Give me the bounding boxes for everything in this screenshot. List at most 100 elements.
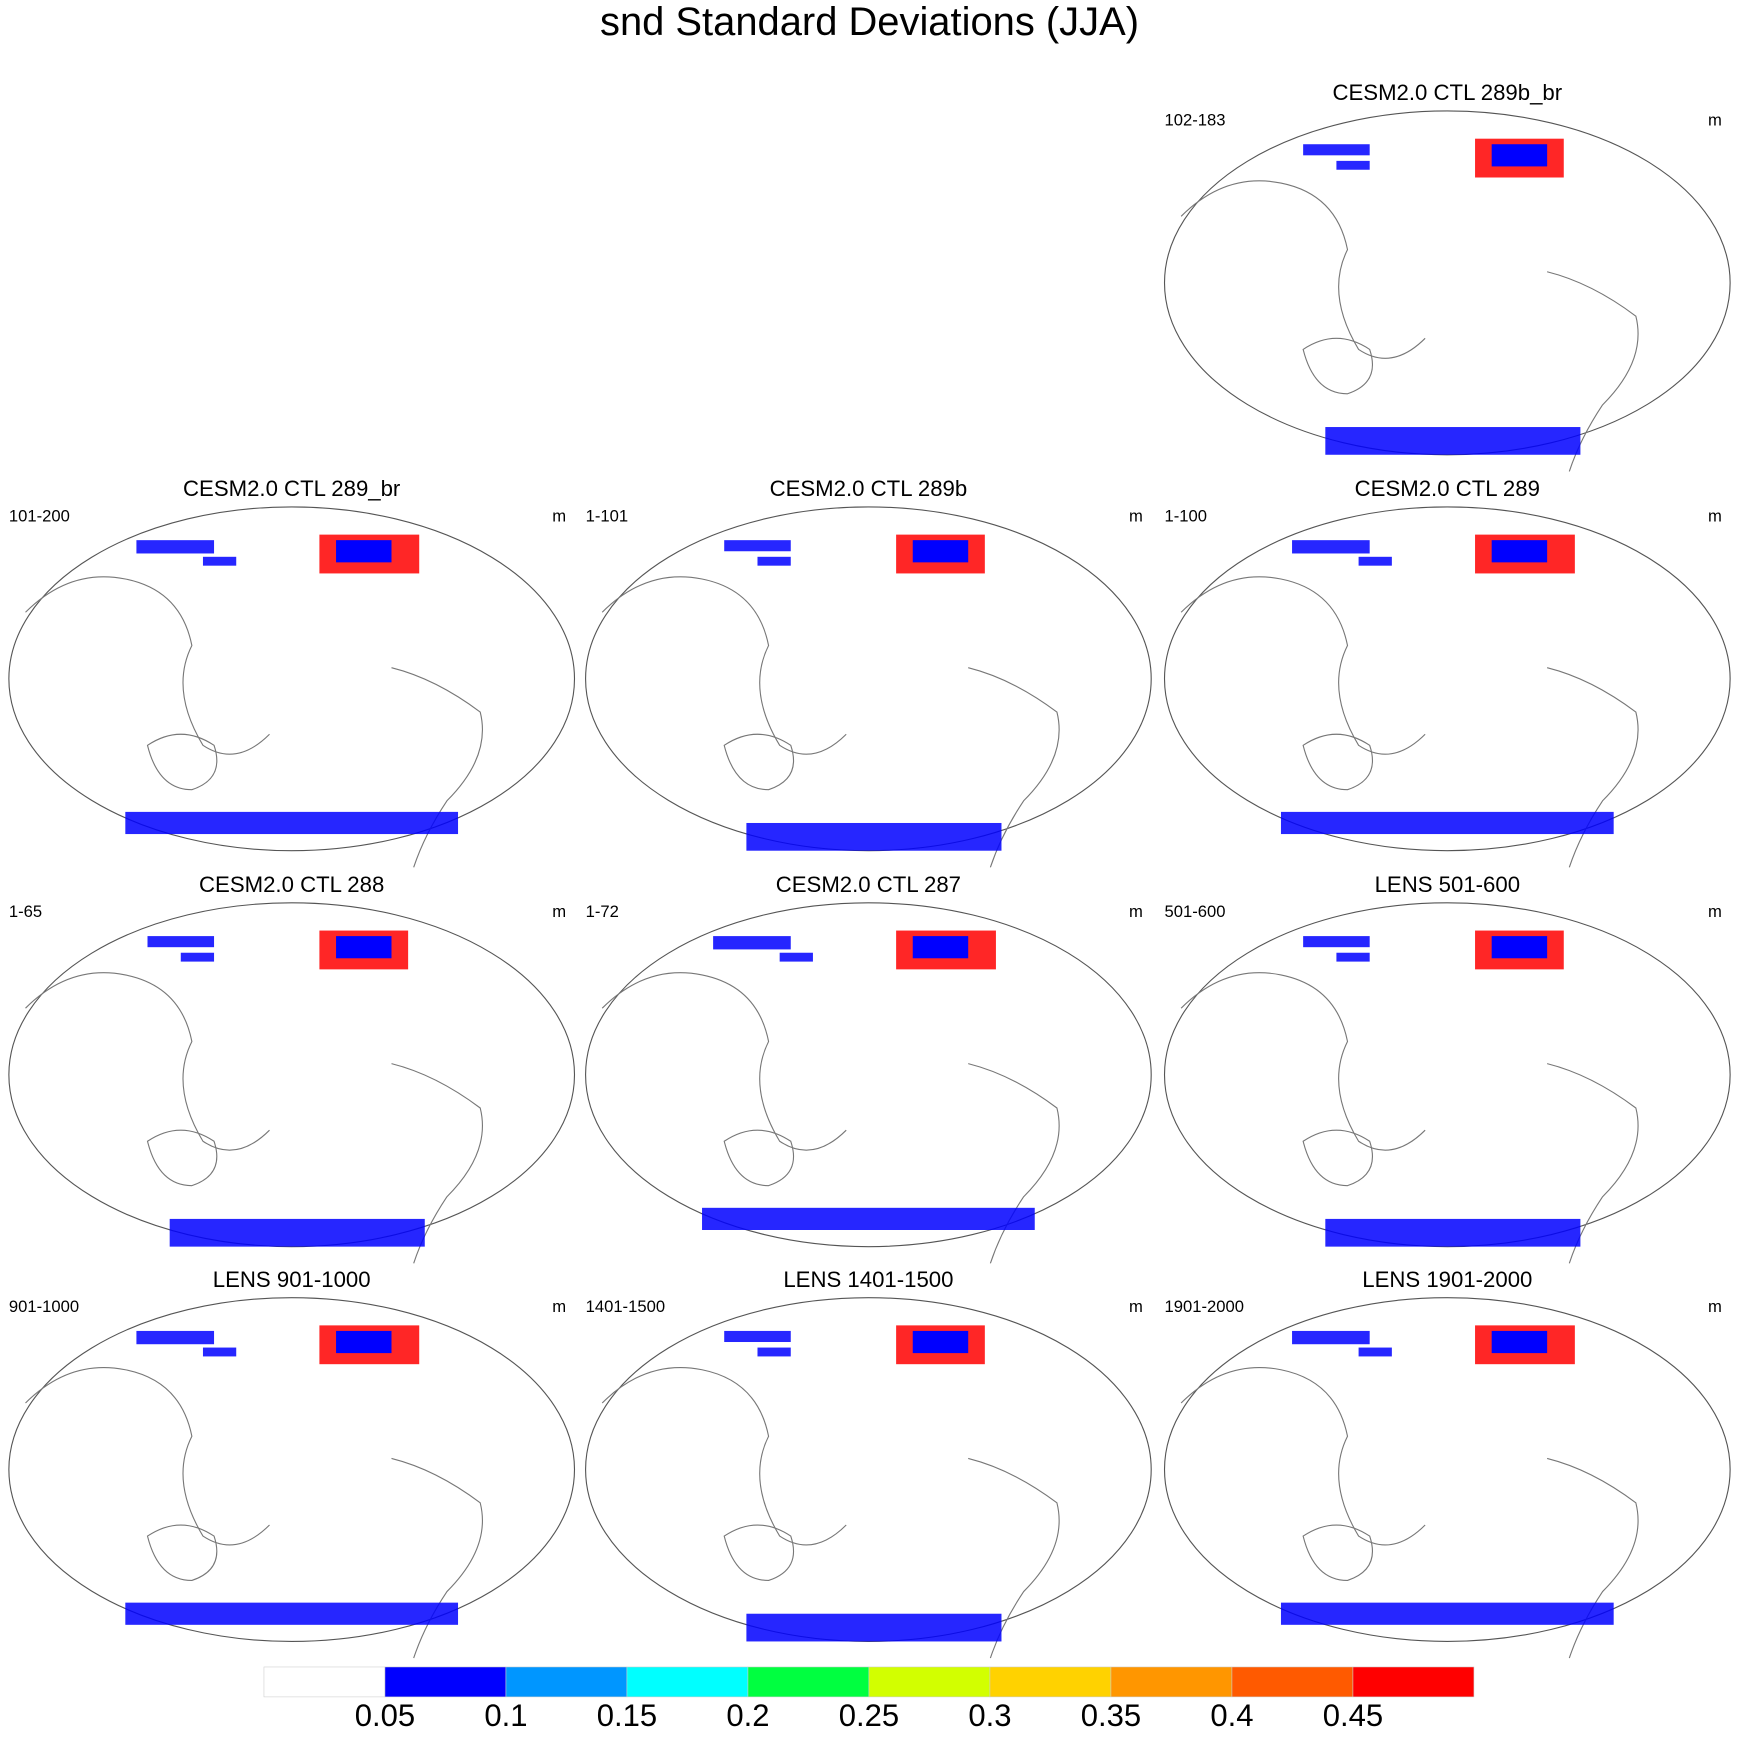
snow-patch	[724, 540, 791, 552]
coastline	[146, 1129, 218, 1187]
panel-left-label: 1-72	[586, 902, 619, 921]
coastline	[723, 733, 795, 791]
coastline	[1180, 576, 1426, 755]
coastline	[601, 972, 847, 1151]
panel-left-label: 1401-1500	[586, 1297, 666, 1316]
coastline	[723, 1129, 795, 1187]
snow-patch	[136, 1330, 215, 1345]
snow-patch	[912, 1330, 969, 1354]
panel-unit: m	[1129, 1297, 1143, 1316]
panel-title: CESM2.0 CTL 289b_br	[1332, 80, 1562, 105]
snow-patch	[1358, 1347, 1392, 1357]
snow-patch	[1292, 1330, 1370, 1345]
snow-patch	[1336, 952, 1370, 962]
colorbar-label: 0.1	[484, 1698, 527, 1733]
panel-left-label: 1-65	[9, 902, 42, 921]
panel-unit: m	[1129, 506, 1143, 525]
coastline	[1546, 1063, 1639, 1264]
colorbar-label: 0.45	[1323, 1698, 1383, 1733]
colorbar-box	[1110, 1666, 1233, 1698]
panel-title: LENS 1901-2000	[1362, 1267, 1532, 1292]
panel-unit: m	[552, 506, 566, 525]
snow-patch	[1280, 811, 1614, 835]
panel: CESM2.0 CTL 287 1-72 m	[585, 872, 1152, 1264]
coastline	[1546, 1457, 1639, 1659]
panel-title: LENS 1401-1500	[783, 1267, 953, 1292]
snow-patch	[1303, 144, 1370, 156]
coastline	[968, 1063, 1060, 1264]
coastline	[1302, 1129, 1374, 1187]
panel: CESM2.0 CTL 289_br 101-200 m	[8, 476, 576, 868]
map-outline	[1163, 902, 1731, 1248]
panel-title: CESM2.0 CTL 287	[776, 872, 961, 897]
coastline	[1546, 271, 1639, 472]
panel-title: LENS 501-600	[1375, 872, 1520, 897]
snow-patch	[912, 540, 969, 563]
map-outline	[585, 902, 1152, 1248]
colorbar-label: 0.35	[1081, 1698, 1141, 1733]
panel: CESM2.0 CTL 288 1-65 m	[8, 872, 576, 1264]
panel-left-label: 1-101	[586, 506, 629, 525]
panel-left-label: 501-600	[1165, 902, 1226, 921]
panel: CESM2.0 CTL 289b 1-101 m	[585, 476, 1152, 868]
coastline	[391, 1063, 483, 1264]
snow-patch	[746, 822, 1002, 851]
panel-title: CESM2.0 CTL 289_br	[183, 476, 401, 501]
snow-patch	[713, 936, 791, 950]
colorbar-label: 0.4	[1210, 1698, 1253, 1733]
coastline	[1180, 1366, 1426, 1546]
snow-patch	[202, 1347, 237, 1357]
coastline	[968, 1457, 1060, 1659]
map-outline	[585, 506, 1152, 852]
panel: CESM2.0 CTL 289 1-100 m	[1163, 476, 1731, 868]
panel-title: CESM2.0 CTL 288	[199, 872, 384, 897]
panel-title: CESM2.0 CTL 289	[1355, 476, 1540, 501]
colorbar-label: 0.15	[597, 1698, 657, 1733]
panel-title: LENS 901-1000	[213, 1267, 371, 1292]
colorbar-box	[989, 1666, 1112, 1698]
snow-patch	[1325, 1218, 1581, 1247]
colorbar-label: 0.3	[968, 1698, 1011, 1733]
map-outline	[1163, 110, 1731, 456]
snow-patch	[757, 556, 791, 566]
colorbar-box	[384, 1666, 507, 1698]
snow-patch	[702, 1207, 1035, 1230]
colorbar-label: 0.05	[355, 1698, 415, 1733]
snow-patch	[1280, 1602, 1614, 1625]
map-outline	[1163, 1297, 1731, 1643]
coastline	[391, 667, 483, 868]
colorbar-box	[626, 1666, 749, 1698]
colorbar-box	[1231, 1666, 1354, 1698]
snow-patch	[912, 936, 969, 959]
coastline	[601, 576, 847, 755]
colorbar-box	[505, 1666, 628, 1698]
snow-patch	[746, 1613, 1002, 1642]
map-outline	[585, 1297, 1152, 1643]
snow-patch	[125, 811, 459, 835]
colorbar-box	[868, 1666, 991, 1698]
snow-patch	[336, 936, 392, 959]
snow-patch	[1336, 160, 1370, 170]
panel: LENS 1401-1500 1401-1500 m	[585, 1267, 1152, 1659]
panel-left-label: 1-100	[1165, 506, 1208, 525]
snow-patch	[1491, 936, 1548, 959]
panel-left-label: 901-1000	[9, 1297, 79, 1316]
coastline	[25, 576, 270, 755]
snow-patch	[180, 952, 215, 962]
coastline	[1302, 1524, 1374, 1582]
coastline	[601, 1366, 847, 1546]
snow-patch	[757, 1347, 791, 1357]
panel-unit: m	[1708, 1297, 1722, 1316]
panel-unit: m	[1708, 902, 1722, 921]
coastline	[1180, 180, 1426, 359]
snow-patch	[1358, 556, 1392, 566]
map-outline	[8, 902, 576, 1248]
snow-patch	[779, 952, 813, 962]
snow-patch	[1491, 540, 1548, 563]
snow-patch	[202, 556, 237, 566]
panel: CESM2.0 CTL 289b_br 102-183 m	[1163, 80, 1731, 472]
coastline	[146, 733, 218, 791]
panel: LENS 501-600 501-600 m	[1163, 872, 1731, 1264]
panel-left-label: 101-200	[9, 506, 70, 525]
